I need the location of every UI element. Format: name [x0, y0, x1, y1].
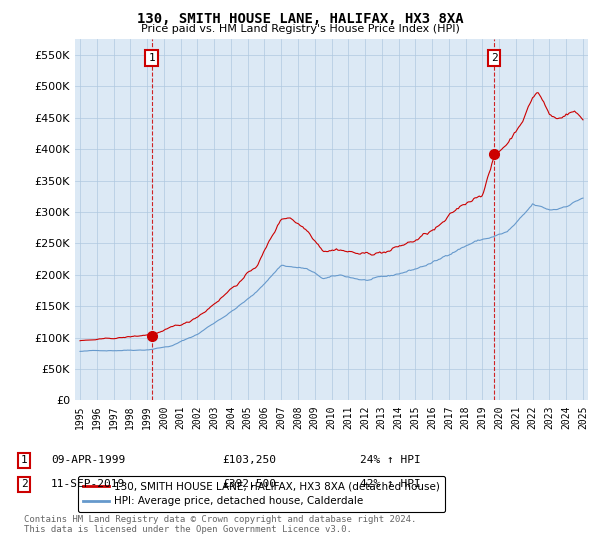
- Text: 1: 1: [148, 53, 155, 63]
- Text: 24% ↑ HPI: 24% ↑ HPI: [360, 455, 421, 465]
- Text: 11-SEP-2019: 11-SEP-2019: [51, 479, 125, 489]
- Text: 130, SMITH HOUSE LANE, HALIFAX, HX3 8XA: 130, SMITH HOUSE LANE, HALIFAX, HX3 8XA: [137, 12, 463, 26]
- Text: 09-APR-1999: 09-APR-1999: [51, 455, 125, 465]
- Text: 2: 2: [491, 53, 497, 63]
- Text: £392,500: £392,500: [222, 479, 276, 489]
- Text: £103,250: £103,250: [222, 455, 276, 465]
- Text: Contains HM Land Registry data © Crown copyright and database right 2024.
This d: Contains HM Land Registry data © Crown c…: [24, 515, 416, 534]
- Text: 42% ↑ HPI: 42% ↑ HPI: [360, 479, 421, 489]
- Text: 2: 2: [20, 479, 28, 489]
- Legend: 130, SMITH HOUSE LANE, HALIFAX, HX3 8XA (detached house), HPI: Average price, de: 130, SMITH HOUSE LANE, HALIFAX, HX3 8XA …: [77, 476, 445, 512]
- Text: 1: 1: [20, 455, 28, 465]
- Text: Price paid vs. HM Land Registry's House Price Index (HPI): Price paid vs. HM Land Registry's House …: [140, 24, 460, 34]
